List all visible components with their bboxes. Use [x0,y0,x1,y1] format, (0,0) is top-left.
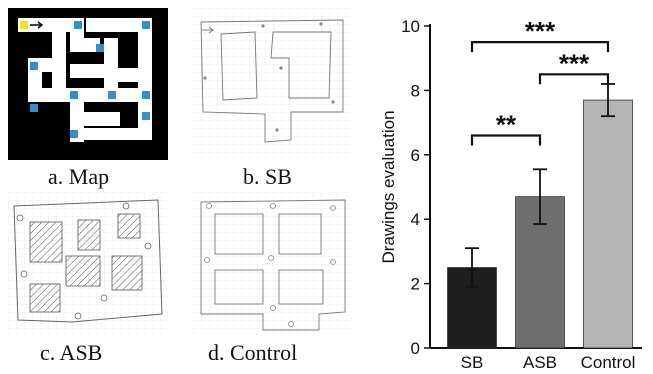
significance-bracket-0: *** [470,16,610,53]
x-tick-label-asb: ASB [523,353,557,372]
y-tick-label-4: 8 [411,81,420,100]
significance-label-0: *** [525,16,556,46]
y-tick-label-0: 0 [411,339,420,358]
sketch-asb [8,192,168,334]
y-tick-label-3: 6 [411,146,420,165]
error-bar-asb [533,168,547,225]
x-tick-label-control: Control [581,353,636,372]
caption-b: b. SB [243,164,292,189]
bar-chart: Drawings evaluation 0 2 4 6 8 10 SB ASB Control… [380,16,642,372]
map-markers [30,21,150,138]
bar-control [583,99,633,349]
x-tick-label-sb: SB [461,353,484,372]
caption-c: c. ASB [40,340,103,365]
maze-corridors [18,18,152,142]
start-marker [20,21,28,29]
significance-label-1: *** [559,48,590,78]
caption-d: d. Control [208,340,298,365]
significance-label-2: ** [496,109,517,139]
sketch-sb [193,8,353,160]
arrow-icon [30,21,44,29]
y-tick-label-1: 2 [411,275,420,294]
sketch-control [193,192,353,334]
significance-bracket-2: ** [470,109,542,146]
y-tick-label-5: 10 [401,17,420,36]
y-axis-label: Drawings evaluation [380,110,398,263]
significance-bracket-1: *** [538,48,610,85]
error-bar-sb [465,247,479,288]
caption-a: a. Map [48,164,110,189]
map-panel [8,8,168,160]
maze-map [8,8,168,160]
y-tick-label-2: 4 [411,210,420,229]
